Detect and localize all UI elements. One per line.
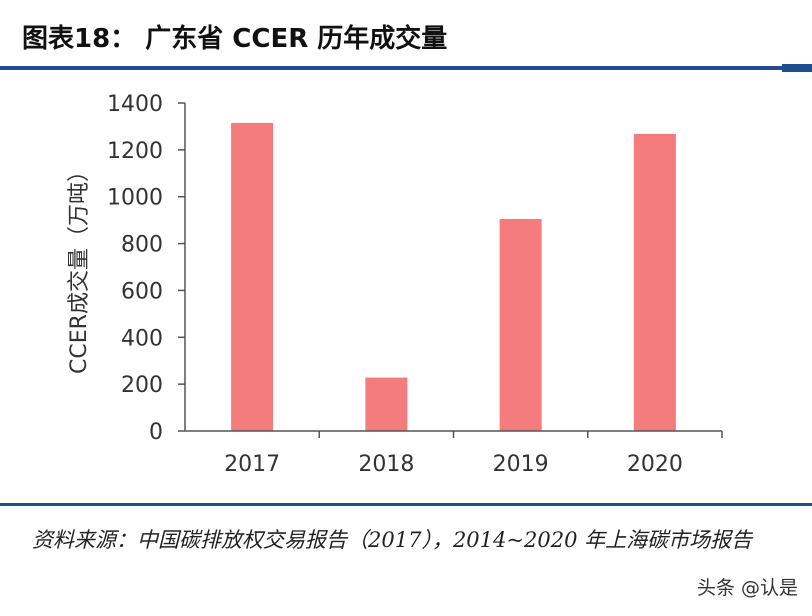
y-tick-label: 400 xyxy=(121,326,163,351)
x-tick-label: 2017 xyxy=(224,452,280,477)
bars xyxy=(231,122,676,431)
y-tick-label: 1400 xyxy=(107,92,163,117)
footer-divider xyxy=(0,503,812,506)
bar-2017 xyxy=(231,122,274,431)
y-tick-label: 1000 xyxy=(107,186,163,211)
title-divider-accent xyxy=(782,64,812,72)
x-tick-label: 2018 xyxy=(358,452,414,477)
y-tick-label: 200 xyxy=(121,373,163,398)
x-tick-label: 2019 xyxy=(493,452,549,477)
bar-chart: CCER成交量（万吨） 0 200 400 600 800 1000 1200 1400 20… xyxy=(67,92,723,477)
y-tick-label: 800 xyxy=(121,233,163,258)
y-tick-label: 0 xyxy=(149,420,163,445)
source-note: 资料来源：中国碳排放权交易报告（2017），2014~2020 年上海碳市场报告 xyxy=(32,528,753,552)
y-axis-label-group: CCER成交量（万吨） xyxy=(67,160,92,374)
y-tick-label: 600 xyxy=(121,279,163,304)
y-tick-label: 1200 xyxy=(107,139,163,164)
watermark: 头条 @认是 xyxy=(696,577,798,599)
x-axis-ticks: 2017 2018 2019 2020 xyxy=(224,431,723,477)
bar-2018 xyxy=(365,377,408,431)
x-tick-label: 2020 xyxy=(627,452,683,477)
title-divider xyxy=(0,66,812,70)
chart-title: 图表18： 广东省 CCER 历年成交量 xyxy=(22,24,448,54)
axes xyxy=(184,103,722,432)
bar-2019 xyxy=(499,218,542,431)
bar-2020 xyxy=(633,133,676,431)
y-axis-label: CCER成交量（万吨） xyxy=(67,160,92,374)
y-axis-ticks: 0 200 400 600 800 1000 1200 1400 xyxy=(107,92,185,445)
